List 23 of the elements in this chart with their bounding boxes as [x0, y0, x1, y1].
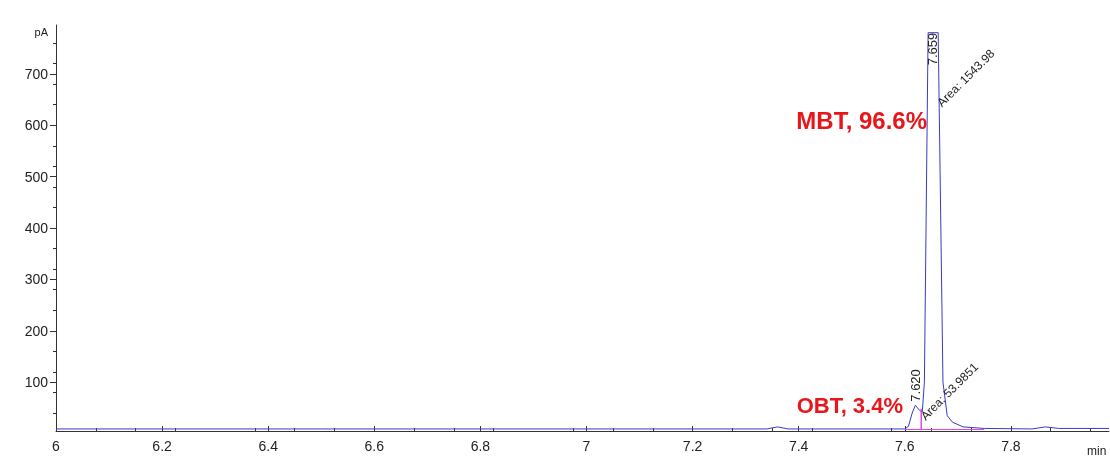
x-tick-label: 7.8 — [1001, 438, 1021, 454]
y-axis-title: pA — [34, 25, 49, 38]
x-tick-label: 6.4 — [258, 438, 279, 454]
x-tick-label: 7 — [582, 438, 591, 454]
y-tick-label: 200 — [24, 322, 49, 339]
x-tick-label: 6 — [52, 438, 61, 454]
y-tick-label: 400 — [24, 220, 49, 236]
y-tick-label: 100 — [24, 374, 49, 391]
y-tick-label: 700 — [24, 65, 49, 82]
x-tick-label: 6.2 — [152, 438, 173, 454]
x-tick-label: 7.4 — [788, 438, 809, 454]
annotation: MBT, 96.6% — [796, 106, 928, 134]
x-tick-label: 7.6 — [895, 438, 915, 454]
x-tick-label: 6.8 — [470, 438, 491, 454]
x-axis-title: min — [1087, 444, 1107, 457]
annotation: 7.620 — [907, 369, 923, 402]
x-tick-label: 7.2 — [682, 438, 703, 454]
y-tick-label: 300 — [24, 271, 49, 288]
y-tick-label: 600 — [24, 117, 49, 134]
annotation: OBT, 3.4% — [796, 392, 903, 418]
y-tick-label: 500 — [24, 168, 49, 185]
x-tick-label: 6.6 — [364, 438, 385, 454]
annotation: 7.659 — [925, 32, 941, 66]
